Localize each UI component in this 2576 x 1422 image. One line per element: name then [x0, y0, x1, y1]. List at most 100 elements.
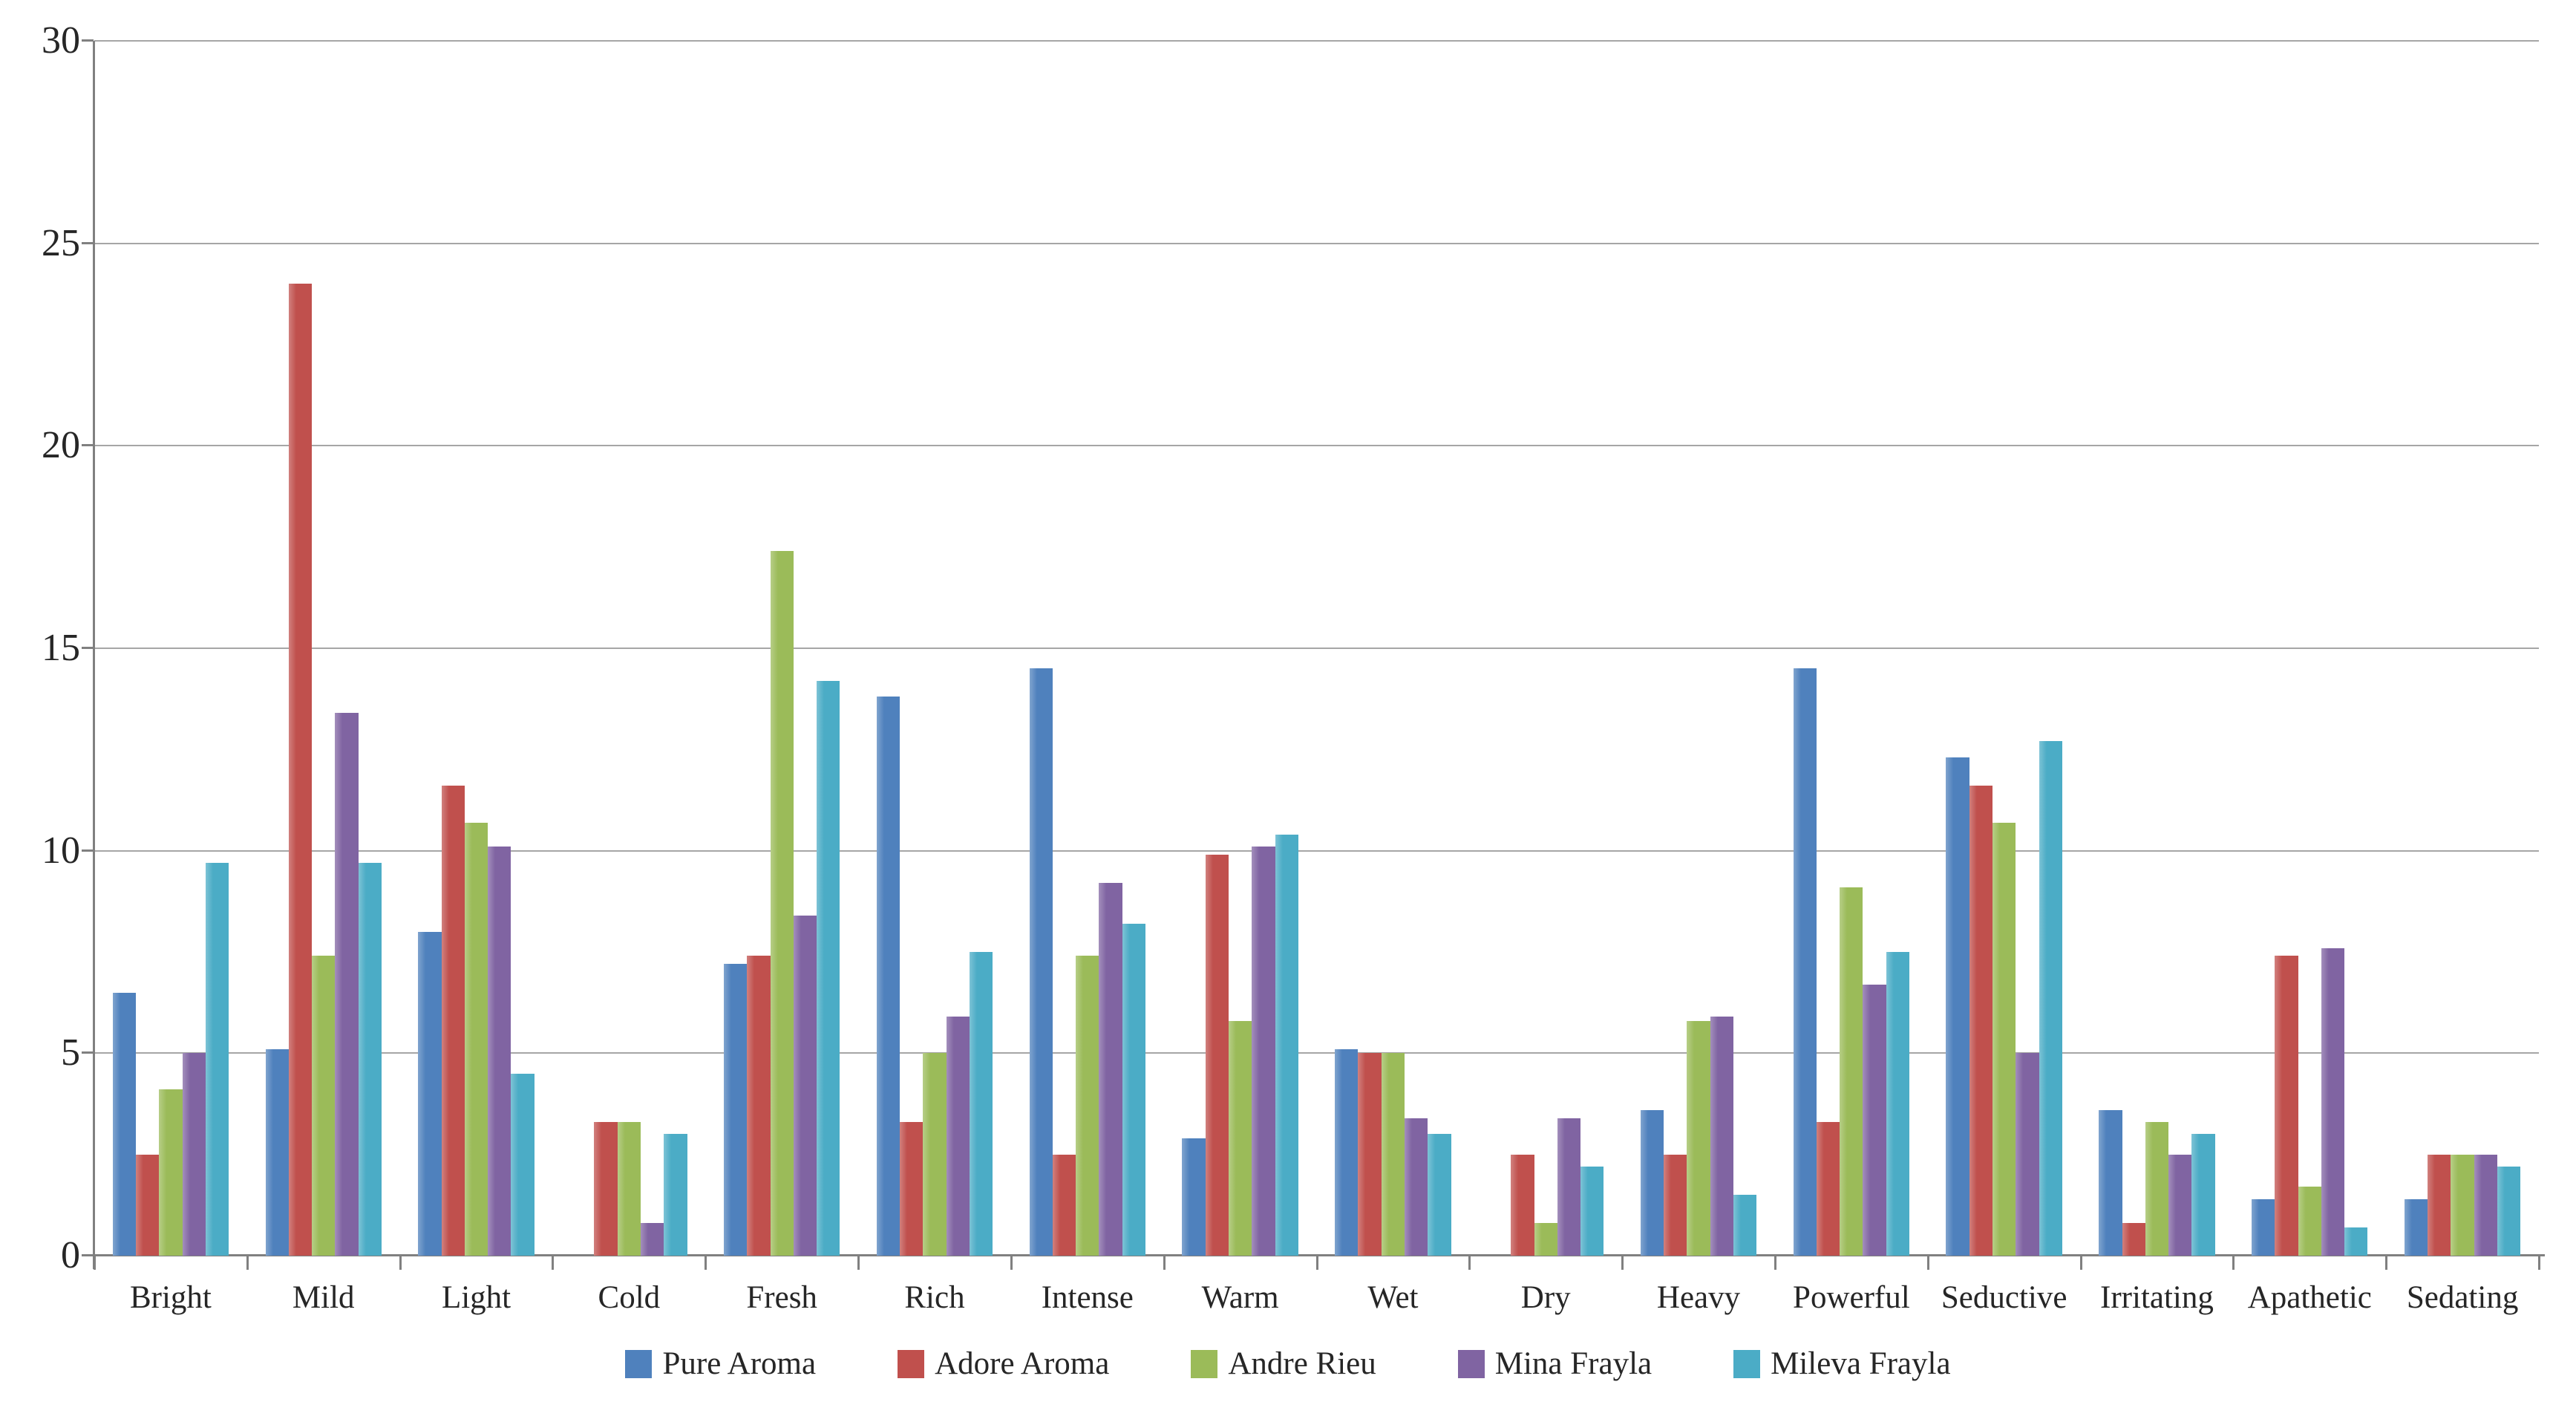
- legend-swatch-icon: [1733, 1349, 1761, 1378]
- bar-mileva-frayla-rich: [969, 952, 993, 1256]
- legend-item-mileva-frayla: Mileva Frayla: [1733, 1346, 1951, 1382]
- y-axis-line: [93, 41, 95, 1269]
- bar-pure-aroma-sedating: [2404, 1198, 2428, 1256]
- legend-label: Andre Rieu: [1228, 1346, 1376, 1381]
- bar-adore-aroma-apathetic: [2275, 956, 2298, 1256]
- bar-mina-frayla-fresh: [793, 915, 817, 1256]
- bar-pure-aroma-wet: [1335, 1048, 1359, 1256]
- x-axis-tick-7: [1163, 1256, 1166, 1270]
- bar-mina-frayla-heavy: [1710, 1017, 1733, 1256]
- bar-mina-frayla-powerful: [1863, 984, 1886, 1256]
- x-axis-tick-2: [399, 1256, 402, 1270]
- x-axis-tick-0: [94, 1256, 96, 1270]
- bar-andre-rieu-fresh: [770, 551, 794, 1256]
- bar-pure-aroma-apathetic: [2252, 1198, 2275, 1256]
- x-axis-label-cold: Cold: [598, 1280, 661, 1315]
- bar-group-rich: [858, 41, 1011, 1256]
- y-axis-tick-30: [82, 39, 94, 42]
- bar-mina-frayla-bright: [182, 1053, 206, 1256]
- bar-group-light: [400, 41, 553, 1256]
- bar-mileva-frayla-fresh: [817, 680, 840, 1256]
- bar-mileva-frayla-apathetic: [2344, 1227, 2368, 1256]
- bar-group-powerful: [1775, 41, 1928, 1256]
- x-axis-label-light: Light: [441, 1280, 511, 1315]
- bar-andre-rieu-mild: [312, 956, 336, 1256]
- x-axis-label-apathetic: Apathetic: [2247, 1280, 2372, 1315]
- bar-mina-frayla-rich: [946, 1017, 970, 1256]
- x-axis-label-bright: Bright: [129, 1280, 212, 1315]
- y-axis-tick-0: [82, 1254, 94, 1256]
- x-axis-label-mild: Mild: [292, 1280, 355, 1315]
- x-axis-tick-15: [2385, 1256, 2388, 1270]
- bar-adore-aroma-warm: [1205, 855, 1229, 1256]
- bar-adore-aroma-dry: [1511, 1154, 1534, 1256]
- x-axis-tick-16: [2538, 1256, 2540, 1270]
- bar-andre-rieu-cold: [617, 1122, 641, 1256]
- bar-mina-frayla-apathetic: [2321, 948, 2345, 1256]
- bar-pure-aroma-seductive: [1946, 757, 1969, 1256]
- gridline-30: [94, 40, 2539, 42]
- bar-pure-aroma-warm: [1182, 1138, 1206, 1256]
- bar-mileva-frayla-seductive: [2039, 741, 2062, 1256]
- legend-label: Adore Aroma: [935, 1346, 1110, 1381]
- bar-pure-aroma-mild: [265, 1048, 289, 1256]
- bar-group-irritating: [2081, 41, 2234, 1256]
- bar-group-apathetic: [2233, 41, 2386, 1256]
- x-axis-tick-3: [552, 1256, 555, 1270]
- bar-mina-frayla-mild: [335, 713, 359, 1256]
- bar-group-seductive: [1928, 41, 2081, 1256]
- bar-adore-aroma-rich: [900, 1122, 923, 1256]
- bar-andre-rieu-seductive: [1993, 822, 2016, 1256]
- bar-andre-rieu-rich: [923, 1053, 947, 1256]
- bar-pure-aroma-intense: [1029, 668, 1053, 1256]
- bar-mileva-frayla-powerful: [1886, 952, 1910, 1256]
- bar-group-warm: [1164, 41, 1317, 1256]
- bar-pure-aroma-light: [418, 931, 442, 1256]
- bar-adore-aroma-sedating: [2428, 1154, 2451, 1256]
- gridline-15: [94, 648, 2539, 649]
- legend: Pure Aroma Adore Aroma Andre Rieu Mina Fray…: [0, 1346, 2576, 1382]
- x-axis-tick-9: [1468, 1256, 1471, 1270]
- bar-andre-rieu-intense: [1076, 956, 1099, 1256]
- bar-andre-rieu-irritating: [2145, 1122, 2169, 1256]
- bar-group-wet: [1317, 41, 1470, 1256]
- bar-andre-rieu-bright: [159, 1089, 183, 1256]
- x-axis-label-dry: Dry: [1520, 1280, 1571, 1315]
- bar-pure-aroma-powerful: [1793, 668, 1817, 1256]
- bar-mina-frayla-intense: [1099, 883, 1122, 1256]
- legend-label: Mileva Frayla: [1771, 1346, 1951, 1381]
- x-axis-label-seductive: Seductive: [1941, 1280, 2067, 1315]
- x-axis-baseline: [94, 1254, 2545, 1256]
- bar-mileva-frayla-cold: [664, 1134, 687, 1256]
- bar-adore-aroma-heavy: [1664, 1154, 1687, 1256]
- bar-group-mild: [247, 41, 400, 1256]
- bar-mileva-frayla-intense: [1122, 923, 1145, 1256]
- bar-andre-rieu-light: [464, 822, 488, 1256]
- bar-andre-rieu-powerful: [1840, 887, 1863, 1256]
- bar-andre-rieu-sedating: [2451, 1154, 2474, 1256]
- x-axis-tick-12: [1926, 1256, 1929, 1270]
- bar-adore-aroma-cold: [594, 1122, 618, 1256]
- x-axis-label-powerful: Powerful: [1793, 1280, 1910, 1315]
- bar-mileva-frayla-sedating: [2497, 1167, 2521, 1256]
- legend-item-mina-frayla: Mina Frayla: [1457, 1346, 1652, 1382]
- x-axis-tick-11: [1774, 1256, 1776, 1270]
- y-axis-tick-20: [82, 444, 94, 447]
- legend-item-adore-aroma: Adore Aroma: [898, 1346, 1109, 1382]
- bar-mina-frayla-dry: [1557, 1118, 1581, 1256]
- bar-mina-frayla-cold: [640, 1223, 664, 1256]
- plot-area: [82, 39, 2545, 1270]
- bar-adore-aroma-seductive: [1969, 786, 1993, 1256]
- bar-mileva-frayla-light: [511, 1073, 535, 1256]
- x-axis-tick-14: [2232, 1256, 2235, 1270]
- x-axis-tick-4: [705, 1256, 707, 1270]
- gridline-20: [94, 445, 2539, 447]
- x-axis-tick-10: [1621, 1256, 1624, 1270]
- bar-adore-aroma-powerful: [1816, 1122, 1840, 1256]
- x-axis-tick-1: [246, 1256, 249, 1270]
- bar-group-intense: [1011, 41, 1164, 1256]
- legend-swatch-icon: [625, 1349, 653, 1378]
- gridline-5: [94, 1052, 2539, 1054]
- legend-swatch-icon: [1191, 1349, 1218, 1378]
